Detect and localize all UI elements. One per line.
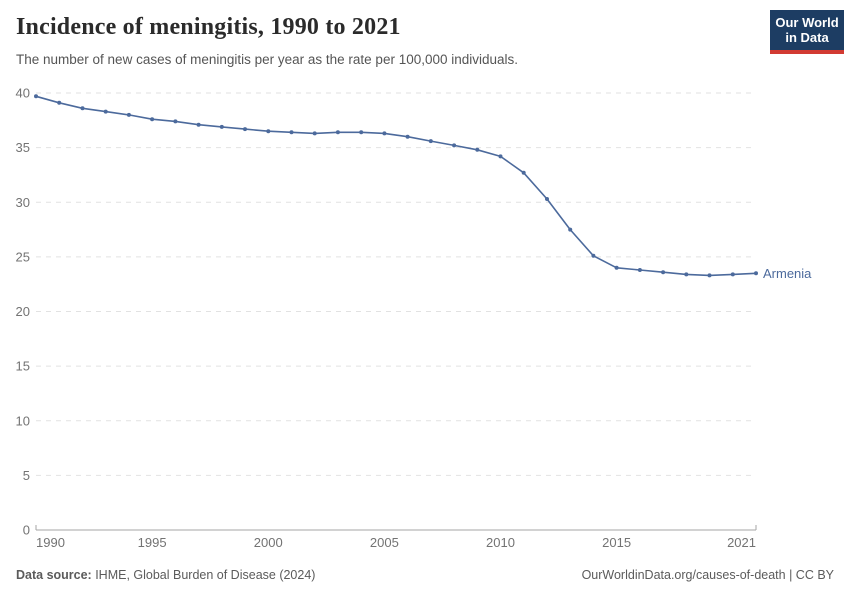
y-axis-tick-label: 0	[23, 523, 30, 538]
data-source-label: Data source:	[16, 568, 92, 582]
y-axis-tick-label: 5	[23, 468, 30, 483]
data-point[interactable]	[243, 127, 247, 132]
license-link[interactable]: OurWorldinData.org/causes-of-death | CC …	[581, 568, 834, 582]
data-point[interactable]	[80, 106, 85, 111]
y-axis-tick-label: 30	[16, 195, 30, 210]
data-point[interactable]	[475, 147, 480, 152]
series-line[interactable]	[35, 95, 757, 277]
data-point[interactable]	[150, 117, 155, 122]
page-title: Incidence of meningitis, 1990 to 2021	[16, 14, 401, 40]
x-axis-tick-label: 1995	[138, 535, 167, 550]
data-point[interactable]	[637, 268, 642, 272]
y-axis-tick-label: 40	[16, 86, 30, 101]
data-point[interactable]	[34, 94, 38, 99]
x-axis-tick-label: 2005	[370, 535, 399, 550]
y-axis-tick-label: 20	[16, 304, 30, 319]
data-point[interactable]	[591, 253, 596, 258]
data-point[interactable]	[545, 197, 549, 201]
y-axis-tick-label: 15	[16, 359, 30, 374]
x-axis-tick-label: 1990	[36, 535, 65, 550]
line-chart[interactable]: 0 5 10 15 20 25 30 35 40 1990 1995 2000 2005 2010 2015…	[0, 80, 850, 558]
data-point[interactable]	[196, 122, 201, 127]
chart-footer: Data source: IHME, Global Burden of Dise…	[16, 568, 834, 582]
data-point[interactable]	[498, 154, 503, 159]
data-point[interactable]	[382, 131, 387, 136]
data-point[interactable]	[57, 100, 62, 105]
data-point[interactable]	[219, 124, 224, 129]
data-point[interactable]	[568, 227, 573, 232]
data-point[interactable]	[730, 272, 735, 277]
data-point[interactable]	[103, 109, 108, 114]
data-point[interactable]	[521, 170, 526, 175]
data-point[interactable]	[614, 265, 619, 270]
chart-subtitle: The number of new cases of meningitis pe…	[16, 52, 519, 67]
data-point[interactable]	[312, 131, 317, 136]
data-point[interactable]	[266, 129, 271, 134]
y-axis-tick-label: 25	[16, 249, 30, 264]
x-axis-tick-label: 2021	[727, 535, 756, 550]
data-point[interactable]	[289, 130, 294, 135]
y-axis-tick-label: 35	[16, 140, 30, 155]
series-label[interactable]: Armenia	[763, 266, 812, 281]
data-point[interactable]	[173, 119, 178, 124]
owid-logo-line1: Our World	[775, 14, 839, 30]
owid-logo-line2: in Data	[785, 30, 829, 45]
x-axis-tick-label: 2010	[486, 535, 515, 550]
data-source-value: IHME, Global Burden of Disease (2024)	[91, 568, 316, 582]
data-point[interactable]	[707, 273, 712, 278]
x-axis-tick-label: 2000	[254, 535, 283, 550]
data-point[interactable]	[661, 270, 666, 275]
owid-logo[interactable]: Our World in Data	[770, 10, 844, 54]
data-point[interactable]	[452, 143, 457, 148]
data-point[interactable]	[684, 272, 689, 277]
data-point[interactable]	[126, 112, 131, 117]
y-axis-tick-label: 10	[16, 413, 30, 428]
data-point[interactable]	[754, 271, 758, 276]
data-point[interactable]	[428, 139, 433, 144]
data-source: Data source: IHME, Global Burden of Dise…	[16, 568, 315, 582]
data-point[interactable]	[405, 134, 410, 139]
data-point[interactable]	[359, 130, 364, 135]
x-axis-tick-label: 2015	[602, 535, 631, 550]
data-point[interactable]	[335, 130, 340, 135]
